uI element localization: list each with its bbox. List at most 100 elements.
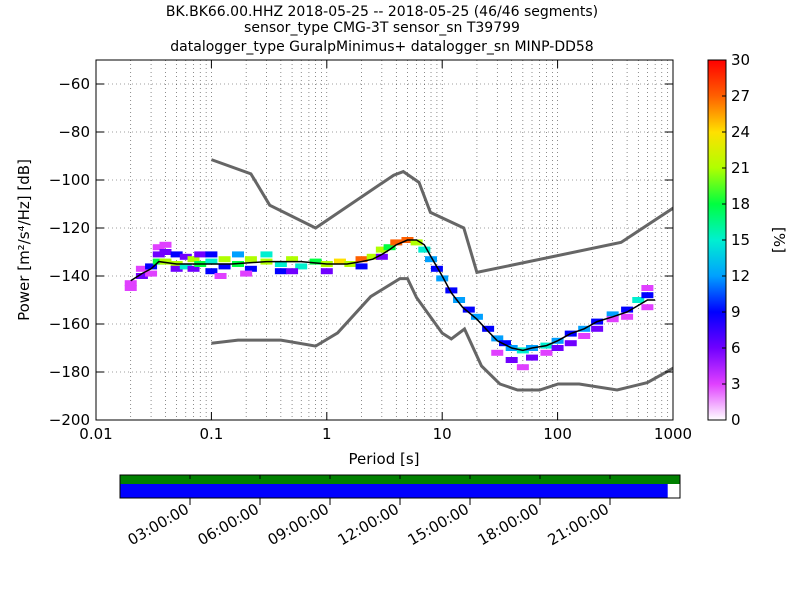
heatmap-cell — [274, 261, 287, 267]
heatmap-cell — [445, 287, 458, 294]
y-tick-label: −120 — [49, 219, 90, 237]
heatmap-cell — [410, 239, 423, 246]
y-tick-label: −80 — [58, 123, 90, 141]
y-tick-label: −60 — [58, 75, 90, 93]
heatmap-cell — [516, 364, 529, 371]
heatmap-cell — [244, 256, 257, 263]
heatmap-cell — [418, 246, 431, 253]
heatmap-cell — [205, 251, 218, 258]
heatmap-cell — [231, 251, 244, 258]
heatmap-cell — [383, 244, 396, 251]
x-tick-label: 1000 — [654, 425, 692, 443]
heatmap-cell — [205, 258, 218, 265]
x-axis-label: Period [s] — [348, 450, 419, 468]
colorbar-tick-label: 27 — [731, 87, 750, 105]
timeline-label: 12:00:00 — [335, 500, 402, 549]
heatmap-cell — [641, 304, 654, 311]
heatmap-cell — [482, 325, 495, 332]
curves — [130, 158, 673, 392]
heatmap-cell — [286, 256, 299, 263]
heatmap-cell — [375, 253, 388, 260]
heatmap-cell — [525, 354, 538, 361]
timeline-label: 06:00:00 — [195, 500, 262, 549]
heatmap-cell — [564, 340, 577, 347]
heatmap-cell — [159, 249, 172, 255]
heatmap-cell — [425, 256, 438, 263]
heatmap-cell — [124, 285, 137, 291]
mean-curve — [130, 239, 656, 352]
heatmap-cell — [124, 280, 137, 287]
grid-lines — [96, 60, 673, 421]
heatmap-cell — [309, 258, 322, 265]
noise-model-high — [210, 158, 673, 275]
heatmap-cell — [606, 316, 619, 323]
heatmap-cell — [205, 268, 218, 275]
colorbar-tick-label: 24 — [731, 123, 750, 141]
colorbar-tick-label: 9 — [731, 303, 741, 321]
heatmap-cell — [187, 265, 200, 272]
timeline-label: 21:00:00 — [545, 500, 612, 549]
heatmap-cell — [390, 239, 403, 246]
heatmap-cell — [179, 253, 192, 260]
heatmap-cell — [170, 265, 183, 272]
heatmap-cell — [491, 335, 504, 342]
heatmap-cell — [152, 244, 165, 251]
heatmap-cell — [470, 313, 483, 320]
x-tick-label: 1 — [322, 425, 332, 443]
heatmap-cell — [551, 345, 564, 351]
timeline-label: 15:00:00 — [405, 500, 472, 549]
heatmap-cell — [145, 270, 158, 277]
heatmap-cell — [286, 268, 299, 275]
timeline-label: 03:00:00 — [125, 500, 192, 549]
heatmap-cell — [135, 265, 148, 272]
heatmap-cell — [240, 270, 253, 277]
heatmap-cell — [453, 297, 466, 303]
heatmap-cell — [320, 268, 333, 275]
heatmap-cell — [505, 357, 518, 363]
chart-title-line-3: datalogger_type GuralpMinimus+ datalogge… — [170, 39, 593, 55]
heatmap-cell — [194, 251, 207, 258]
heatmap-cell — [355, 256, 368, 263]
heatmap-cell — [621, 306, 634, 313]
heatmap-cell — [606, 311, 619, 318]
heatmap-cell — [462, 306, 475, 313]
heatmap-cell — [621, 313, 634, 320]
plot-frame — [95, 59, 674, 421]
heatmap-cell — [244, 265, 257, 272]
colorbar-tick-label: 6 — [731, 339, 741, 357]
colorbar-tick-label: 15 — [731, 231, 750, 249]
heatmap-cell — [159, 258, 172, 265]
heatmap-cell — [641, 285, 654, 291]
heatmap-cell — [260, 251, 273, 258]
heatmap-cell — [218, 263, 231, 270]
noise-model-low — [211, 277, 673, 392]
heatmap-cell — [498, 340, 511, 347]
heatmap-cell — [375, 246, 388, 253]
heatmap-cell — [179, 263, 192, 270]
heatmap-cell — [152, 251, 165, 258]
colorbar-tick-label: 21 — [731, 159, 750, 177]
timeline-coverage-bottom — [120, 484, 668, 498]
heatmap-cell — [540, 349, 553, 356]
heatmap-cell — [491, 349, 504, 356]
colorbar-tick-label: 3 — [731, 375, 741, 393]
heatmap-cell — [632, 297, 645, 303]
heatmap-cell — [135, 273, 148, 279]
y-tick-label: −140 — [49, 267, 90, 285]
y-tick-label: −160 — [49, 315, 90, 333]
chart-title-line-2: sensor_type CMG-3T sensor_sn T39799 — [244, 20, 520, 36]
heatmap-cell — [366, 253, 379, 260]
heatmap-cells — [124, 237, 654, 371]
heatmap-cell — [641, 292, 654, 299]
x-axis-ticks: 0.01 0.1 1 10 100 1000 — [79, 60, 692, 443]
colorbar-tick-label: 0 — [731, 411, 741, 429]
heatmap-cell — [436, 275, 449, 282]
y-axis-label: Power [m²/s⁴/Hz] [dB] — [15, 159, 33, 321]
heatmap-cell — [591, 325, 604, 332]
heatmap-cell — [218, 256, 231, 263]
y-axis-ticks: −60 −80 −100 −120 −140 −160 −180 −200 — [49, 75, 673, 429]
heatmap-cell — [170, 251, 183, 258]
y-tick-label: −200 — [49, 411, 90, 429]
chart-title-line-1: BK.BK66.00.HHZ 2018-05-25 -- 2018-05-25 … — [166, 4, 598, 20]
